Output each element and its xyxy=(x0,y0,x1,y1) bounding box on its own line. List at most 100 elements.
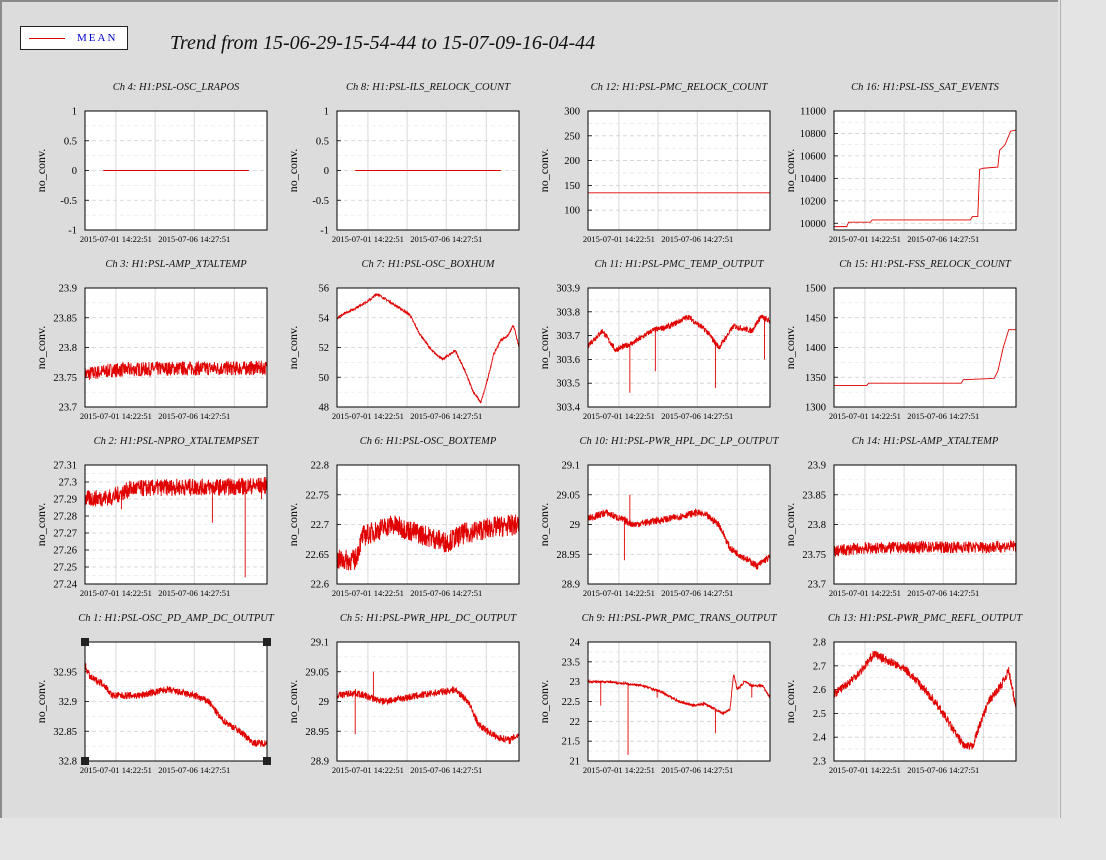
y-tick-label: -1 xyxy=(320,226,329,237)
y-tick-label: 0.5 xyxy=(64,136,77,147)
chart-title: Ch 6: H1:PSL-OSC_BOXTEMP xyxy=(360,436,497,447)
data-series-line xyxy=(834,540,1016,557)
data-series-line xyxy=(337,671,519,745)
data-series-line xyxy=(337,514,519,571)
selection-handle xyxy=(263,638,271,646)
y-tick-label: 32.9 xyxy=(59,697,77,708)
y-tick-label: 1450 xyxy=(805,313,826,324)
y-tick-label: 21.5 xyxy=(562,737,580,748)
x-tick-label: 2015-07-01 14:22:51 xyxy=(583,588,655,598)
y-tick-label: 27.28 xyxy=(53,512,77,523)
data-series-line xyxy=(834,329,1016,387)
data-series-line xyxy=(85,477,267,578)
x-tick-label: 2015-07-01 14:22:51 xyxy=(80,411,152,421)
y-tick-label: 1350 xyxy=(805,373,826,384)
chart-title: Ch 13: H1:PSL-PWR_PMC_REFL_OUTPUT xyxy=(828,613,1023,624)
y-tick-label: 27.26 xyxy=(53,546,77,557)
chart-panel: Ch 1: H1:PSL-OSC_PD_AMP_DC_OUTPUT 32.8 32.… xyxy=(34,613,275,775)
y-tick-label: 23.75 xyxy=(53,373,77,384)
y-tick-label: 28.9 xyxy=(562,580,580,591)
plot-frame xyxy=(833,464,1017,585)
y-axis-label: no_conv. xyxy=(783,149,797,193)
y-tick-label: 2.5 xyxy=(813,709,826,720)
y-tick-label: 29.1 xyxy=(311,638,329,649)
y-tick-label: 303.5 xyxy=(556,379,580,390)
y-tick-label: 0 xyxy=(72,166,77,177)
y-axis-label: no_conv. xyxy=(34,326,48,370)
y-tick-label: 10400 xyxy=(800,174,826,185)
x-tick-label: 2015-07-01 14:22:51 xyxy=(332,234,404,244)
y-axis-label: no_conv. xyxy=(286,680,300,724)
y-axis-label: no_conv. xyxy=(286,503,300,547)
y-tick-label: 27.27 xyxy=(53,529,77,540)
y-tick-label: 10800 xyxy=(800,129,826,140)
chart-panel: Ch 13: H1:PSL-PWR_PMC_REFL_OUTPUT 2.3 2.4 2… xyxy=(783,613,1023,775)
x-tick-label: 2015-07-01 14:22:51 xyxy=(583,765,655,775)
canvas-edge xyxy=(1060,0,1061,818)
y-tick-label: 29 xyxy=(570,520,581,531)
chart-title: Ch 10: H1:PSL-PWR_HPL_DC_LP_OUTPUT xyxy=(580,436,780,447)
chart-title: Ch 1: H1:PSL-OSC_PD_AMP_DC_OUTPUT xyxy=(78,613,275,624)
plot-frame xyxy=(587,464,771,585)
y-axis-label: no_conv. xyxy=(537,149,551,193)
y-tick-label: 2.6 xyxy=(813,685,826,696)
y-tick-label: 1500 xyxy=(805,284,826,295)
y-tick-label: 250 xyxy=(564,131,580,142)
y-tick-label: 28.9 xyxy=(311,757,329,768)
chart-title: Ch 5: H1:PSL-PWR_HPL_DC_OUTPUT xyxy=(340,613,517,624)
y-tick-label: 150 xyxy=(564,181,580,192)
chart-title: Ch 4: H1:PSL-OSC_LRAPOS xyxy=(113,82,240,93)
y-tick-label: 23.5 xyxy=(562,657,580,668)
chart-panel: Ch 2: H1:PSL-NPRO_XTALTEMPSET 27.24 27.25 2… xyxy=(34,436,268,598)
chart-panel: Ch 4: H1:PSL-OSC_LRAPOS -1 -0.5 0 0.5 1 2015-0… xyxy=(34,82,268,244)
data-series-line xyxy=(337,292,519,404)
y-tick-label: 22.75 xyxy=(305,490,329,501)
plot-frame xyxy=(833,641,1017,762)
data-series-line xyxy=(834,650,1016,750)
x-tick-label: 2015-07-06 14:27:51 xyxy=(907,411,979,421)
y-tick-label: 22 xyxy=(570,717,581,728)
x-tick-label: 2015-07-06 14:27:51 xyxy=(158,588,230,598)
legend: MEAN xyxy=(20,26,128,50)
y-tick-label: 54 xyxy=(319,313,330,324)
chart-panel: Ch 3: H1:PSL-AMP_XTALTEMP 23.7 23.75 23.8 23… xyxy=(34,259,268,421)
y-axis-label: no_conv. xyxy=(34,680,48,724)
y-tick-label: 50 xyxy=(319,373,330,384)
y-axis-label: no_conv. xyxy=(537,326,551,370)
y-tick-label: 23.8 xyxy=(59,343,77,354)
y-axis-label: no_conv. xyxy=(537,503,551,547)
plot-frame xyxy=(84,641,268,762)
data-series-line xyxy=(834,129,1016,228)
chart-panel: Ch 6: H1:PSL-OSC_BOXTEMP 22.6 22.65 22.7 22.… xyxy=(286,436,520,598)
data-series-line xyxy=(588,314,770,393)
y-tick-label: 23.85 xyxy=(53,313,77,324)
y-tick-label: 22.5 xyxy=(562,697,580,708)
y-axis-label: no_conv. xyxy=(783,680,797,724)
y-axis-label: no_conv. xyxy=(537,680,551,724)
y-tick-label: 300 xyxy=(564,107,580,118)
y-axis-label: no_conv. xyxy=(34,503,48,547)
x-tick-label: 2015-07-06 14:27:51 xyxy=(410,234,482,244)
plot-area xyxy=(588,111,770,230)
x-tick-label: 2015-07-06 14:27:51 xyxy=(410,588,482,598)
y-tick-label: 100 xyxy=(564,206,580,217)
y-tick-label: 11000 xyxy=(800,107,826,118)
y-tick-label: 22.65 xyxy=(305,550,329,561)
y-axis-label: no_conv. xyxy=(286,326,300,370)
y-tick-label: 23.9 xyxy=(59,284,77,295)
selection-handle xyxy=(81,757,89,765)
y-tick-label: 10600 xyxy=(800,151,826,162)
plot-frame xyxy=(833,287,1017,408)
plot-frame xyxy=(587,110,771,231)
y-tick-label: 1400 xyxy=(805,343,826,354)
x-tick-label: 2015-07-06 14:27:51 xyxy=(661,588,733,598)
y-tick-label: 2.8 xyxy=(813,638,826,649)
x-tick-label: 2015-07-06 14:27:51 xyxy=(158,234,230,244)
y-tick-label: 22.7 xyxy=(311,520,329,531)
plot-area xyxy=(834,111,1016,230)
y-tick-label: 24 xyxy=(570,638,581,649)
y-tick-label: 21 xyxy=(570,757,581,768)
plot-frame xyxy=(336,287,520,408)
y-tick-label: 23 xyxy=(570,677,581,688)
